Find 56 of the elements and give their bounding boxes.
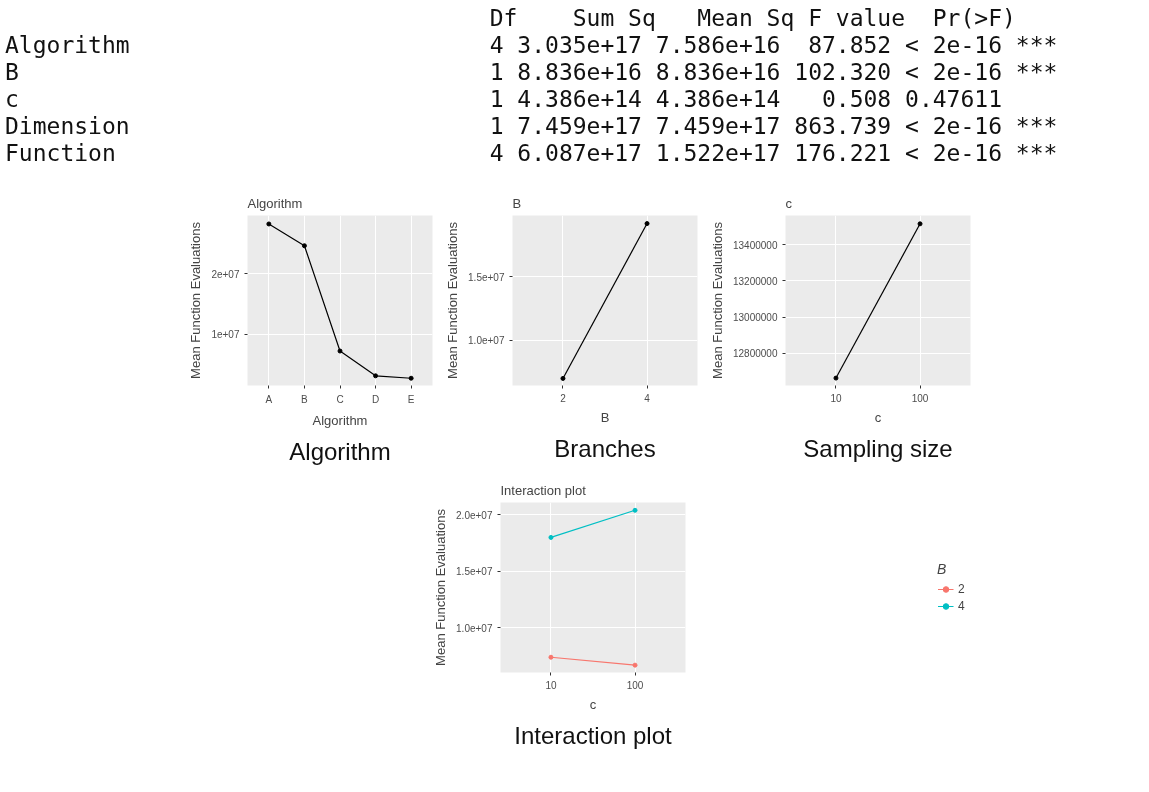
point: [408, 375, 414, 381]
chart-title: Algorithm: [247, 195, 303, 211]
point: [632, 507, 638, 513]
y-tick-label: 1.0e+07: [456, 622, 493, 634]
legend-label: 2: [958, 582, 966, 596]
point: [337, 348, 343, 354]
text: B 1 8.836e+16 8.836e+16 102.320 < 2e-16 ***: [5, 59, 1058, 85]
y-tick-label: 13000000: [733, 312, 778, 324]
x-tick-label: 100: [911, 392, 929, 404]
text: Interaction plot: [514, 721, 673, 749]
x-axis-title: B: [600, 409, 610, 425]
text: c 1 4.386e+14 4.386e+14 0.508 0.47611: [5, 86, 1002, 112]
y-tick-label: 1.0e+07: [468, 335, 505, 347]
x-axis-title: c: [874, 409, 882, 425]
y-axis-title: Mean Function Evaluations: [433, 508, 449, 666]
text: Df Sum Sq Mean Sq F value Pr(>F): [489, 5, 1016, 31]
x-axis-title: c: [589, 696, 597, 712]
y-tick-label: 1e+07: [211, 329, 240, 341]
x-tick-label: A: [265, 393, 273, 405]
text: Function 4 6.087e+17 1.522e+17 176.221 < 2e-16 ***: [5, 140, 1058, 166]
legend-label: 4: [958, 599, 966, 613]
point: [632, 662, 638, 668]
y-axis-title: Mean Function Evaluations: [710, 221, 726, 379]
chart-title: c: [785, 195, 793, 211]
y-tick-label: 12800000: [733, 348, 778, 360]
x-tick-label: 10: [830, 392, 842, 404]
chart-title: B: [512, 195, 522, 211]
y-tick-label: 2e+07: [211, 268, 240, 280]
y-tick-label: 2.0e+07: [456, 509, 493, 521]
point: [548, 534, 554, 540]
x-tick-label: C: [336, 393, 344, 405]
x-tick-label: 2: [560, 392, 567, 404]
x-tick-label: E: [407, 393, 415, 405]
x-axis-title: Algorithm: [312, 412, 368, 428]
chart-title: Interaction plot: [500, 482, 587, 498]
text: Branches: [554, 434, 656, 462]
point: [301, 243, 307, 249]
point: [373, 373, 379, 379]
y-axis-title: Mean Function Evaluations: [445, 221, 461, 379]
legend-title: B: [937, 561, 948, 577]
x-tick-label: 100: [626, 679, 644, 691]
y-tick-label: 1.5e+07: [468, 271, 505, 283]
point: [548, 654, 554, 660]
x-tick-label: 4: [644, 392, 651, 404]
text: Algorithm: [289, 437, 391, 465]
text: Dimension 1 7.459e+17 7.459e+17 863.739 < 2e-16 ***: [5, 113, 1058, 139]
x-tick-label: D: [371, 393, 380, 405]
text: Algorithm 4 3.035e+17 7.586e+16 87.852 < 2e-16 ***: [5, 32, 1058, 58]
y-tick-label: 1.5e+07: [456, 566, 493, 578]
y-tick-label: 13400000: [733, 239, 778, 251]
x-tick-label: 10: [545, 679, 557, 691]
text: Sampling size: [803, 434, 953, 462]
y-axis-title: Mean Function Evaluations: [188, 221, 204, 379]
point: [266, 221, 272, 227]
x-tick-label: B: [301, 393, 309, 405]
y-tick-label: 13200000: [733, 275, 778, 287]
